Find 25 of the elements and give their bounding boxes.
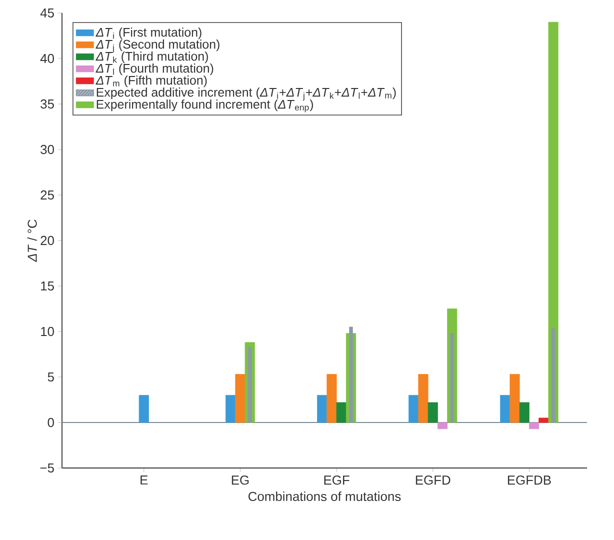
- y-tick-label: 45: [40, 8, 54, 18]
- x-tick-label: EGF: [324, 476, 350, 485]
- y-axis-title: ΔT / °C: [27, 220, 37, 262]
- y-tick-label: 20: [40, 236, 54, 246]
- x-tick-label: E: [140, 476, 148, 484]
- x-axis-title: Combinations of mutations: [248, 492, 401, 502]
- x-tick-label: EGFD: [416, 476, 450, 485]
- y-tick-label: 40: [40, 54, 54, 64]
- text: Expected additive increment (ΔT$_{i}$+ΔT$_{j}$+ΔT$_{k}$+ΔT$_{l}$+ΔT$_{m}$): [96, 88, 396, 101]
- x-tick-label: EG: [232, 476, 249, 485]
- legend-label: ΔT$_{m}$ (Fifth mutation): [96, 76, 207, 88]
- y-tick-label: 5: [48, 372, 54, 382]
- y-tick-label: 0: [48, 418, 54, 428]
- legend-label: ΔT$_{j}$ (Second mutation): [96, 40, 220, 53]
- y-tick-label: 10: [41, 326, 54, 336]
- legend-label: ΔT$_{i}$ (First mutation): [96, 28, 202, 40]
- y-tick-label: −5: [40, 463, 54, 473]
- y-tick-label: 30: [40, 144, 54, 154]
- legend-label: Experimentally found increment (ΔT$_{enp}$): [96, 100, 313, 112]
- y-tick-label: 15: [41, 281, 54, 291]
- x-tick-label: EGFDB: [508, 476, 551, 485]
- y-tick-label: 35: [40, 99, 54, 109]
- legend-label: ΔT$_{l}$ (Fourth mutation): [96, 64, 214, 76]
- y-tick-label: 25: [40, 190, 54, 200]
- legend-label: ΔT$_{k}$ (Third mutation): [96, 52, 208, 64]
